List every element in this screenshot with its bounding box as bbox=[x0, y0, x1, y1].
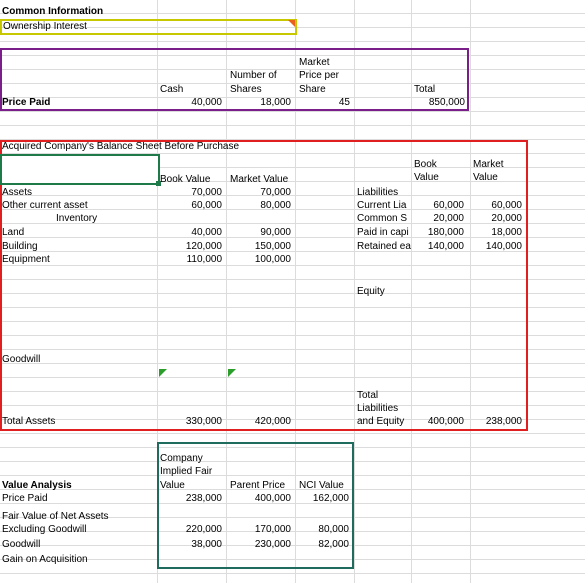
price-paid-label: Price Paid bbox=[2, 97, 51, 108]
gain-on-acquisition-label: Gain on Acquisition bbox=[2, 554, 88, 565]
asset-market[interactable]: 80,000 bbox=[260, 200, 291, 211]
ownership-interest-cell[interactable] bbox=[0, 19, 297, 35]
asset-label: Other current asset bbox=[2, 200, 88, 211]
asset-book[interactable]: 120,000 bbox=[185, 241, 222, 252]
liability-book[interactable]: 180,000 bbox=[427, 227, 464, 238]
asset-market-value-header: Market Value bbox=[230, 174, 289, 185]
implied-header-1: Company bbox=[160, 453, 203, 464]
liability-label: Retained ea bbox=[357, 241, 411, 252]
va-price-paid-implied[interactable]: 238,000 bbox=[185, 493, 222, 504]
liability-market[interactable]: 60,000 bbox=[491, 200, 522, 211]
va-goodwill-label: Goodwill bbox=[2, 539, 41, 550]
fv-implied[interactable]: 220,000 bbox=[185, 524, 222, 535]
liability-label: Paid in capi bbox=[357, 227, 409, 238]
implied-header-2: Implied Fair bbox=[160, 466, 213, 477]
liabilities-label: Liabilities bbox=[357, 187, 399, 198]
asset-book[interactable]: 110,000 bbox=[186, 254, 222, 265]
shares-header: Shares bbox=[230, 84, 262, 95]
fv-nci[interactable]: 80,000 bbox=[318, 524, 349, 535]
va-price-paid-nci[interactable]: 162,000 bbox=[312, 493, 349, 504]
balance-sheet-box bbox=[0, 140, 528, 431]
total-liab-label-1: Total bbox=[357, 390, 379, 401]
cash-header: Cash bbox=[160, 84, 184, 95]
nci-value-header: NCI Value bbox=[299, 480, 344, 491]
goodwill-label: Goodwill bbox=[2, 354, 41, 365]
asset-label: Building bbox=[2, 241, 38, 252]
asset-book[interactable]: 40,000 bbox=[191, 227, 222, 238]
price-per-header: Price per bbox=[299, 70, 340, 81]
error-indicator-icon bbox=[228, 369, 236, 377]
va-goodwill-parent[interactable]: 230,000 bbox=[254, 539, 291, 550]
liab-market-header: Market bbox=[473, 159, 504, 170]
total-liab-label-3: and Equity bbox=[357, 416, 405, 427]
liab-book-header: Book bbox=[414, 159, 437, 170]
asset-market[interactable]: 90,000 bbox=[260, 227, 291, 238]
liab-book-value-header: Value bbox=[414, 172, 439, 183]
va-goodwill-nci[interactable]: 82,000 bbox=[318, 539, 349, 550]
liability-book[interactable]: 140,000 bbox=[427, 241, 464, 252]
share-header: Share bbox=[299, 84, 326, 95]
cash-value[interactable]: 40,000 bbox=[191, 97, 222, 108]
balance-sheet-title: Acquired Company's Balance Sheet Before … bbox=[2, 141, 240, 152]
total-assets-market[interactable]: 420,000 bbox=[254, 416, 291, 427]
asset-label: Land bbox=[2, 227, 25, 238]
total-liab-label-2: Liabilities bbox=[357, 403, 399, 414]
liability-market[interactable]: 140,000 bbox=[485, 241, 522, 252]
total-liab-book[interactable]: 400,000 bbox=[427, 416, 464, 427]
value-analysis-box bbox=[157, 442, 354, 569]
price-paid-box bbox=[0, 48, 469, 111]
liability-label: Current Lia bbox=[357, 200, 407, 211]
fv-label-2: Excluding Goodwill bbox=[2, 524, 87, 535]
liability-market[interactable]: 20,000 bbox=[491, 213, 522, 224]
asset-book[interactable]: 60,000 bbox=[191, 200, 222, 211]
selected-cell[interactable] bbox=[0, 154, 160, 185]
shares-value[interactable]: 18,000 bbox=[260, 97, 291, 108]
asset-label: Inventory bbox=[56, 213, 98, 224]
price-per-share-value[interactable]: 45 bbox=[338, 97, 350, 108]
fv-parent[interactable]: 170,000 bbox=[254, 524, 291, 535]
total-assets-label: Total Assets bbox=[2, 416, 56, 427]
asset-market[interactable]: 100,000 bbox=[254, 254, 291, 265]
number-of-header: Number of bbox=[230, 70, 277, 81]
asset-label: Equipment bbox=[2, 254, 50, 265]
asset-market[interactable]: 70,000 bbox=[260, 187, 291, 198]
asset-book-value-header: Book Value bbox=[160, 174, 211, 185]
asset-book[interactable]: 70,000 bbox=[191, 187, 222, 198]
total-header: Total bbox=[414, 84, 436, 95]
va-price-paid-label: Price Paid bbox=[2, 493, 48, 504]
total-assets-book[interactable]: 330,000 bbox=[185, 416, 222, 427]
ownership-interest-label: Ownership Interest bbox=[3, 21, 87, 32]
asset-market[interactable]: 150,000 bbox=[254, 241, 291, 252]
liability-book[interactable]: 20,000 bbox=[433, 213, 464, 224]
equity-label: Equity bbox=[357, 286, 385, 297]
sheet-title[interactable]: Common Information bbox=[2, 6, 104, 17]
parent-price-header: Parent Price bbox=[230, 480, 286, 491]
fv-label-1: Fair Value of Net Assets bbox=[2, 511, 109, 522]
assets-label: Assets bbox=[2, 187, 33, 198]
error-indicator-icon bbox=[159, 369, 167, 377]
comment-indicator-icon bbox=[288, 20, 295, 27]
implied-header-3: Value bbox=[160, 480, 185, 491]
liability-label: Common S bbox=[357, 213, 408, 224]
value-analysis-title: Value Analysis bbox=[2, 480, 72, 491]
va-goodwill-implied[interactable]: 38,000 bbox=[191, 539, 222, 550]
liability-market[interactable]: 18,000 bbox=[491, 227, 522, 238]
fill-handle[interactable] bbox=[156, 181, 161, 186]
liability-book[interactable]: 60,000 bbox=[433, 200, 464, 211]
market-header: Market bbox=[299, 57, 330, 68]
total-value[interactable]: 850,000 bbox=[428, 97, 465, 108]
liab-market-value-header: Value bbox=[473, 172, 498, 183]
va-price-paid-parent[interactable]: 400,000 bbox=[254, 493, 291, 504]
total-liab-market[interactable]: 238,000 bbox=[485, 416, 522, 427]
